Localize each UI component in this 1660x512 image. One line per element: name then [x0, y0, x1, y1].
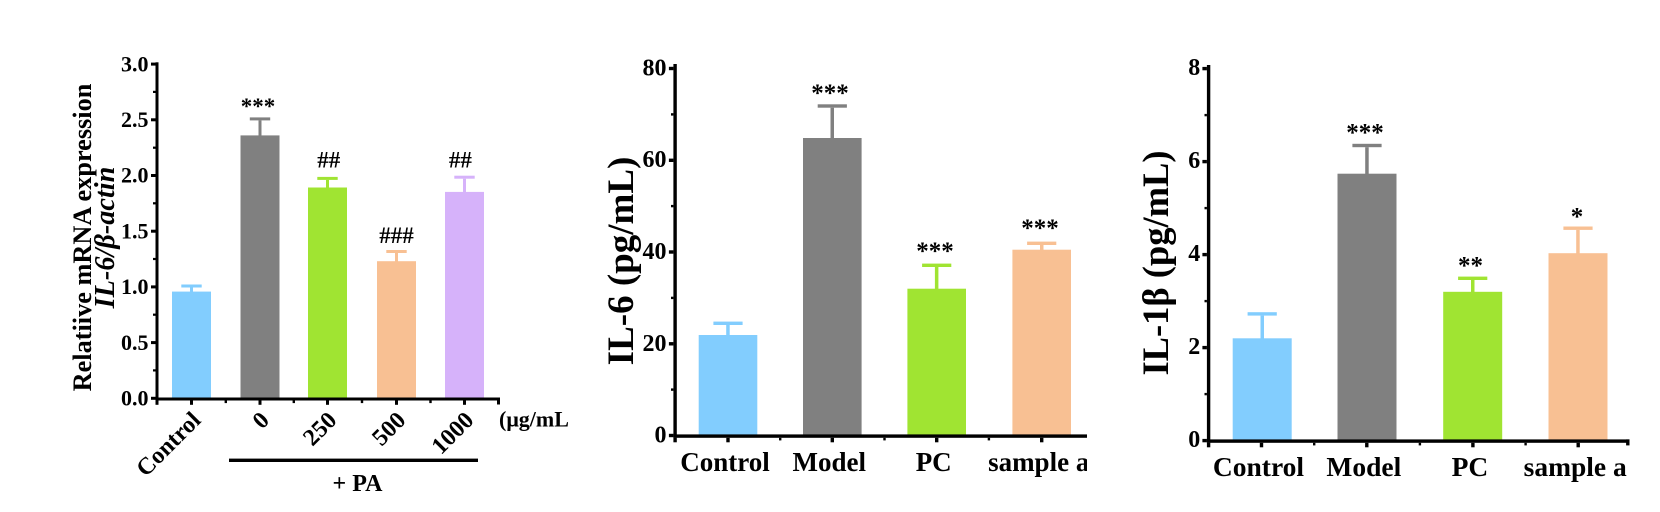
svg-text:20: 20 — [643, 331, 667, 357]
svg-text:*: * — [1571, 204, 1584, 231]
svg-text:1.0: 1.0 — [121, 274, 149, 299]
svg-text:***: *** — [916, 238, 954, 265]
svg-text:Control: Control — [1213, 451, 1305, 482]
svg-text:4: 4 — [1188, 241, 1200, 267]
svg-text:PC: PC — [1452, 451, 1489, 482]
svg-text:###: ### — [379, 223, 414, 248]
svg-text:##: ## — [449, 147, 473, 172]
svg-text:60: 60 — [643, 147, 667, 173]
svg-text:IL-6/β-actin: IL-6/β-actin — [90, 167, 121, 310]
svg-text:**: ** — [1458, 252, 1483, 279]
svg-text:Model: Model — [793, 447, 867, 477]
svg-text:Control: Control — [680, 447, 770, 477]
svg-text:IL-1β (pg/mL): IL-1β (pg/mL) — [1135, 150, 1176, 375]
svg-text:1.5: 1.5 — [121, 218, 149, 243]
svg-text:0: 0 — [1188, 427, 1200, 453]
svg-text:2.0: 2.0 — [121, 163, 149, 188]
svg-text:##: ## — [317, 147, 341, 172]
svg-text:8: 8 — [1188, 55, 1200, 81]
svg-text:+ PA: + PA — [333, 471, 384, 497]
svg-text:sample a: sample a — [1524, 451, 1627, 482]
svg-text:***: *** — [1346, 119, 1384, 146]
svg-text:***: *** — [241, 94, 276, 119]
svg-text:PC: PC — [916, 447, 952, 477]
svg-text:(μg/mL: (μg/mL — [499, 407, 569, 432]
svg-text:Relatiive mRNA expression: Relatiive mRNA expression — [68, 83, 97, 391]
svg-text:IL-6 (pg/mL): IL-6 (pg/mL) — [601, 157, 642, 366]
svg-text:3.0: 3.0 — [121, 51, 149, 76]
svg-text:2.5: 2.5 — [121, 107, 149, 132]
svg-text:0.5: 0.5 — [121, 330, 149, 355]
svg-text:0: 0 — [655, 423, 667, 449]
svg-text:40: 40 — [643, 239, 667, 265]
svg-text:***: *** — [811, 80, 849, 107]
svg-text:80: 80 — [643, 56, 667, 82]
svg-text:***: *** — [1021, 215, 1059, 242]
svg-text:0.0: 0.0 — [121, 386, 149, 411]
svg-text:2: 2 — [1188, 334, 1200, 360]
svg-text:sample a: sample a — [988, 447, 1090, 477]
svg-text:Model: Model — [1326, 451, 1401, 482]
svg-text:6: 6 — [1188, 148, 1200, 174]
